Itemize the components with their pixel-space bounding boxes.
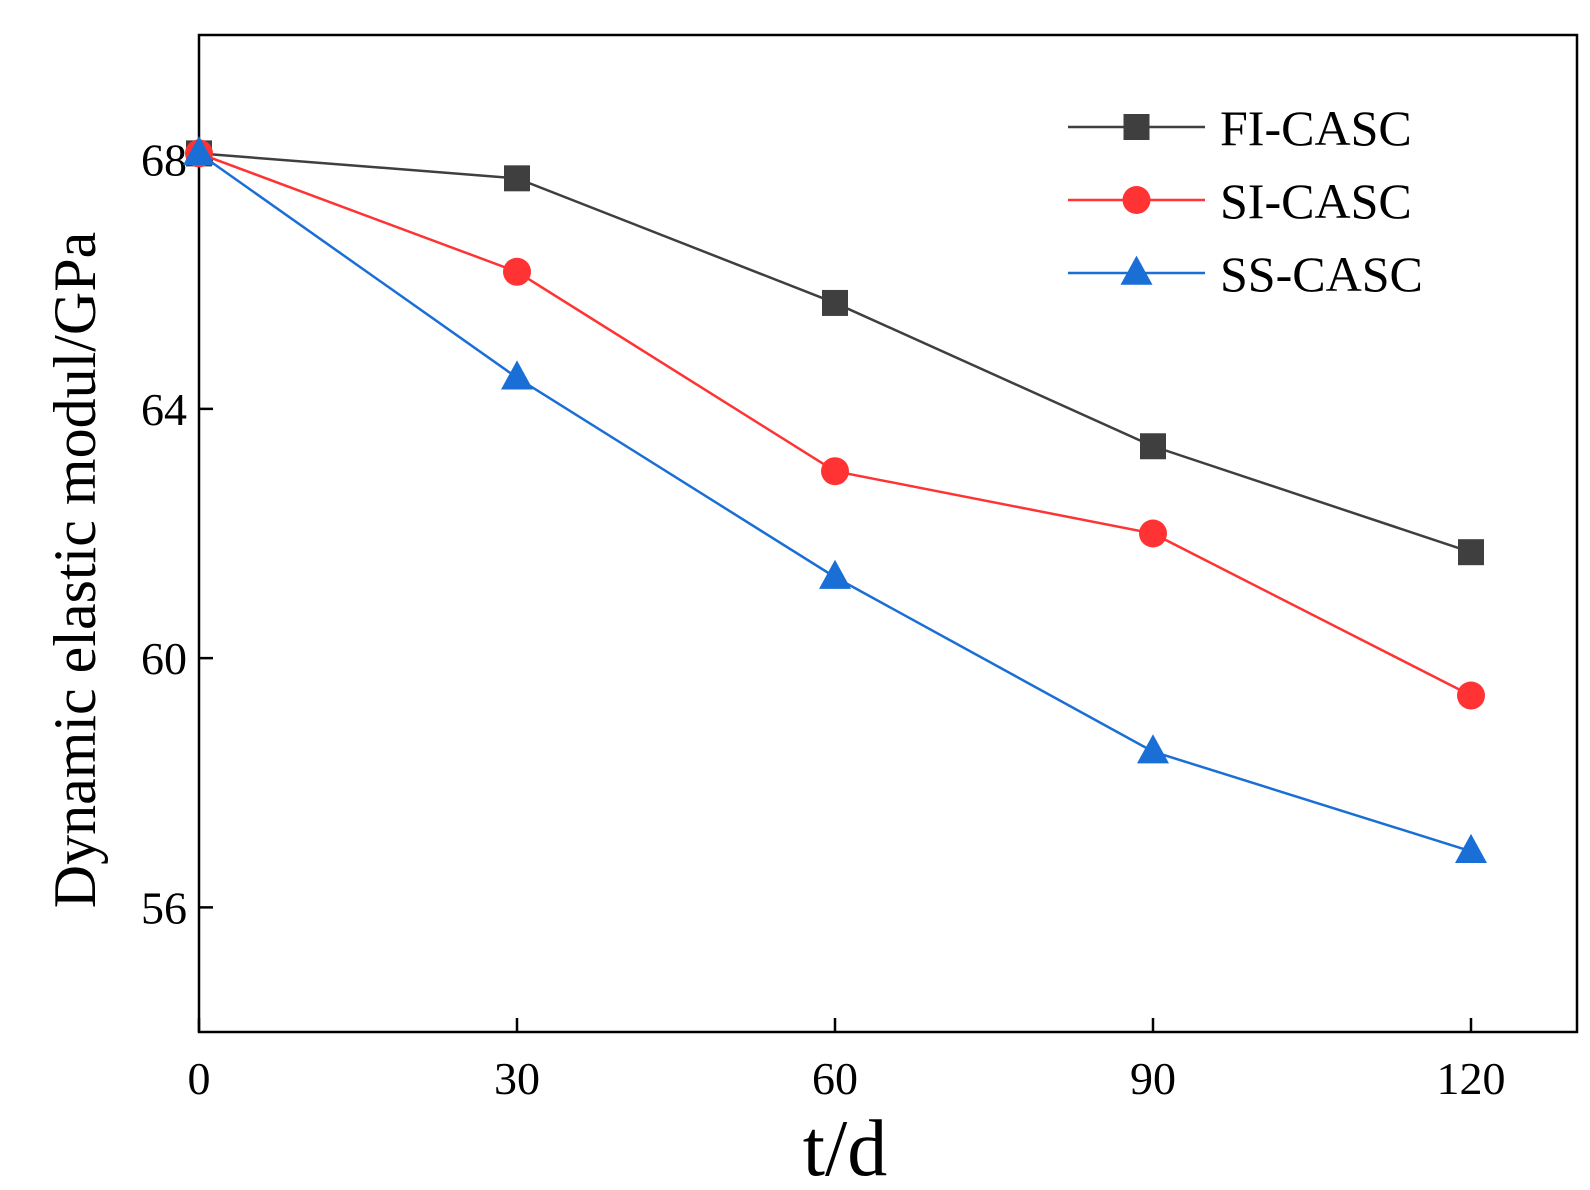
x-tick-label: 0	[188, 1053, 211, 1104]
series-layer	[183, 136, 1487, 864]
data-point-ss-casc	[1455, 833, 1487, 864]
data-point-si-casc	[821, 457, 849, 486]
data-point-fi-casc	[1458, 539, 1484, 566]
series-line-si-casc	[198, 152, 1472, 697]
legend-label-si-casc: SI-CASC	[1220, 173, 1412, 229]
legend: FI-CASC SI-CASC SS-CASC	[1068, 100, 1423, 302]
data-point-fi-casc	[504, 165, 530, 192]
y-tick-label: 64	[141, 384, 187, 435]
legend-label-ss-casc: SS-CASC	[1220, 246, 1423, 302]
y-tick-label: 56	[141, 882, 187, 933]
data-point-fi-casc	[1140, 433, 1166, 460]
legend-item-fi-casc: FI-CASC	[1068, 100, 1412, 156]
legend-marker-ss-casc	[1120, 255, 1153, 285]
series-ss-casc	[183, 136, 1487, 864]
x-tick-label: 120	[1437, 1053, 1506, 1104]
y-tick-label: 68	[141, 135, 187, 186]
legend-item-ss-casc: SS-CASC	[1068, 246, 1423, 302]
x-tick-label: 30	[494, 1053, 540, 1104]
legend-item-si-casc: SI-CASC	[1068, 173, 1412, 229]
data-point-si-casc	[1139, 519, 1167, 548]
x-axis-title: t/d	[803, 1105, 887, 1190]
data-point-fi-casc	[822, 289, 848, 316]
data-point-ss-casc	[819, 559, 851, 589]
plot-frame	[197, 33, 1579, 1034]
data-point-ss-casc	[501, 360, 533, 390]
y-axis-title: Dynamic elastic modul/GPa	[42, 232, 108, 909]
y-tick-label: 60	[141, 633, 187, 684]
x-tick-label: 60	[812, 1053, 858, 1104]
data-point-si-casc	[503, 257, 531, 286]
legend-label-fi-casc: FI-CASC	[1220, 100, 1412, 156]
legend-marker-fi-casc	[1123, 114, 1150, 140]
x-tick-label: 90	[1130, 1053, 1176, 1104]
data-point-ss-casc	[1137, 734, 1169, 764]
legend-marker-si-casc	[1122, 186, 1151, 214]
data-point-si-casc	[1457, 681, 1485, 710]
x-axis-ticks: 0 30 60 90 120	[188, 1018, 1506, 1104]
y-axis-ticks: 56 60 64 68	[141, 135, 213, 933]
data-point-ss-casc	[183, 136, 215, 166]
